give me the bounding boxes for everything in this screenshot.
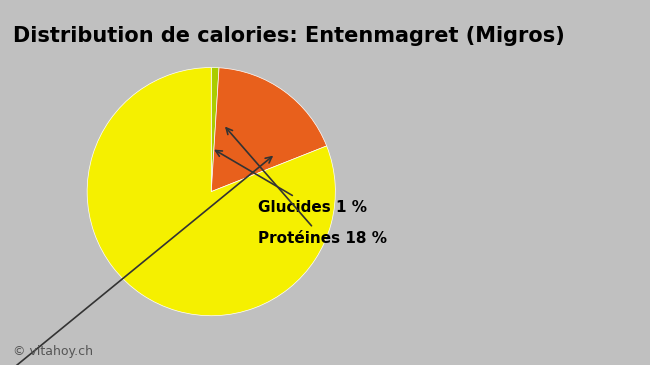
Text: Glucides 1 %: Glucides 1 % <box>216 150 367 215</box>
Wedge shape <box>211 68 219 192</box>
Text: Protéines 18 %: Protéines 18 % <box>226 128 387 246</box>
Wedge shape <box>211 68 327 192</box>
Text: © vitahoy.ch: © vitahoy.ch <box>13 345 93 358</box>
Text: Lipides 81 %: Lipides 81 % <box>0 157 272 365</box>
Text: Distribution de calories: Entenmagret (Migros): Distribution de calories: Entenmagret (M… <box>13 26 565 46</box>
Wedge shape <box>87 68 335 316</box>
